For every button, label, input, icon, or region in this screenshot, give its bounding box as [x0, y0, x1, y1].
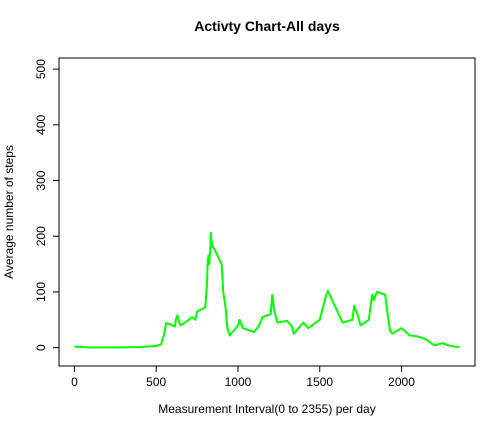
y-tick-label: 400: [34, 115, 48, 135]
x-tick-label: 0: [71, 375, 78, 389]
y-tick-label: 0: [34, 344, 48, 351]
plot-frame: [58, 57, 476, 367]
y-tick-label: 300: [34, 170, 48, 190]
x-tick-label: 500: [146, 375, 166, 389]
y-tick-label: 100: [34, 282, 48, 302]
data-line: [74, 231, 460, 349]
chart-title: Activty Chart-All days: [194, 18, 340, 34]
x-tick-label: 1000: [225, 375, 252, 389]
y-tick-label: 500: [34, 59, 48, 79]
y-tick-label: 200: [34, 226, 48, 246]
x-tick-label: 2000: [388, 375, 415, 389]
x-axis-label: Measurement Interval(0 to 2355) per day: [158, 402, 375, 416]
x-tick-label: 1500: [306, 375, 333, 389]
y-axis-label: Average number of steps: [2, 145, 16, 279]
